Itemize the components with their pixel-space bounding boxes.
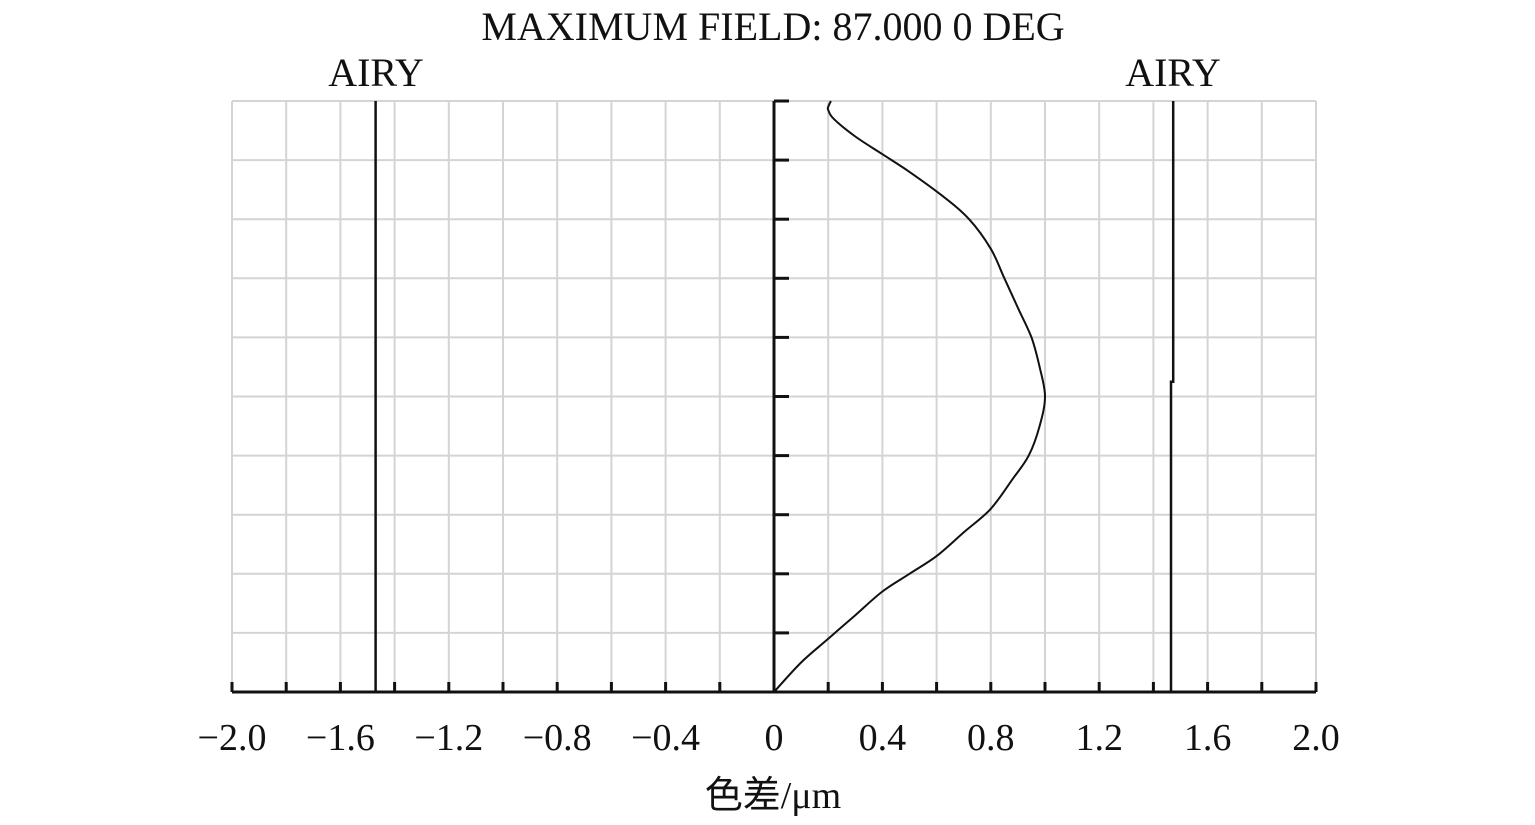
series [773, 100, 1047, 693]
airy-label-right: AIRY [1125, 50, 1221, 95]
x-tick-label: −1.6 [306, 717, 375, 759]
x-tick-label: 0 [765, 717, 784, 759]
x-tick-label: 0.8 [967, 717, 1015, 759]
x-tick-label: 1.6 [1184, 717, 1232, 759]
airy-label-left: AIRY [328, 50, 424, 95]
chart-title: MAXIMUM FIELD: 87.000 0 DEG [481, 4, 1064, 49]
airy-lines [374, 101, 1175, 692]
x-tick-label: −1.2 [414, 717, 483, 759]
x-tick-label: 2.0 [1292, 717, 1340, 759]
x-tick-label: −0.8 [523, 717, 592, 759]
x-axis-label: 色差/μm [705, 775, 842, 817]
series-line-0 [773, 100, 1047, 693]
x-tick-label: −2.0 [198, 717, 267, 759]
x-tick-label: 1.2 [1075, 717, 1123, 759]
airy-line-right [1169, 101, 1175, 692]
x-tick-label: 0.4 [859, 717, 907, 759]
x-tick-label: −0.4 [631, 717, 700, 759]
x-tick-labels: −2.0 −1.6 −1.2 −0.8 −0.4 0 0.4 0.8 1.2 1.6 2.0 [198, 717, 1340, 759]
